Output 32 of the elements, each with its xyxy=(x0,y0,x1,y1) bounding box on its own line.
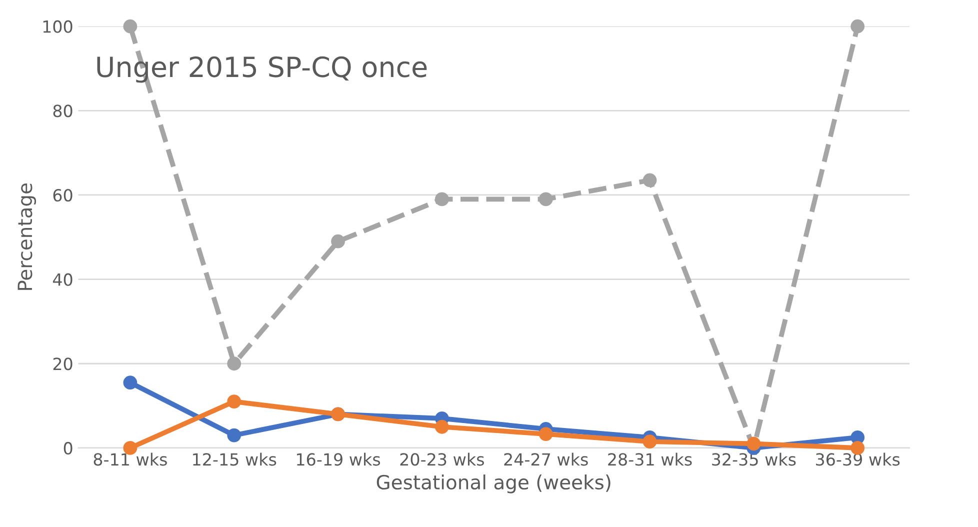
y-tick-label: 20 xyxy=(53,358,72,370)
x-tick-label: 8-11 wks xyxy=(94,452,167,466)
y-tick-label: 80 xyxy=(53,104,72,118)
point xyxy=(123,19,138,34)
x-tick-label: 24-27 wks xyxy=(504,452,588,466)
point xyxy=(642,434,657,449)
text: Unger 2015 SP-CQ once xyxy=(97,56,427,83)
point xyxy=(227,428,242,442)
x-tick-label: 32-35 wks xyxy=(712,452,796,466)
x-tick-label: 28-31 wks xyxy=(608,452,692,466)
y-tick-label: 100 xyxy=(43,20,72,33)
y-tick-label: 40 xyxy=(52,273,72,286)
point xyxy=(227,356,242,371)
point xyxy=(331,234,345,248)
point xyxy=(538,192,553,206)
y-tick-label: 0 xyxy=(64,442,72,455)
point xyxy=(746,436,761,451)
point xyxy=(850,19,865,34)
y-axis-title: Percentage xyxy=(18,184,36,290)
x-tick-label: 16-19 wks xyxy=(297,452,380,466)
point xyxy=(434,192,449,206)
x-axis-title: Gestational age (weeks) xyxy=(376,474,610,494)
point xyxy=(227,394,242,409)
x-tick-label: 12-15 wks xyxy=(193,452,276,466)
y-tick-label: 60 xyxy=(53,188,72,202)
point xyxy=(538,427,553,441)
point xyxy=(434,420,449,434)
x-tick-label: 20-23 wks xyxy=(400,452,484,466)
point xyxy=(642,173,657,188)
point xyxy=(123,376,138,390)
point xyxy=(123,441,138,455)
x-tick-label: 36-39 wks xyxy=(816,452,900,466)
